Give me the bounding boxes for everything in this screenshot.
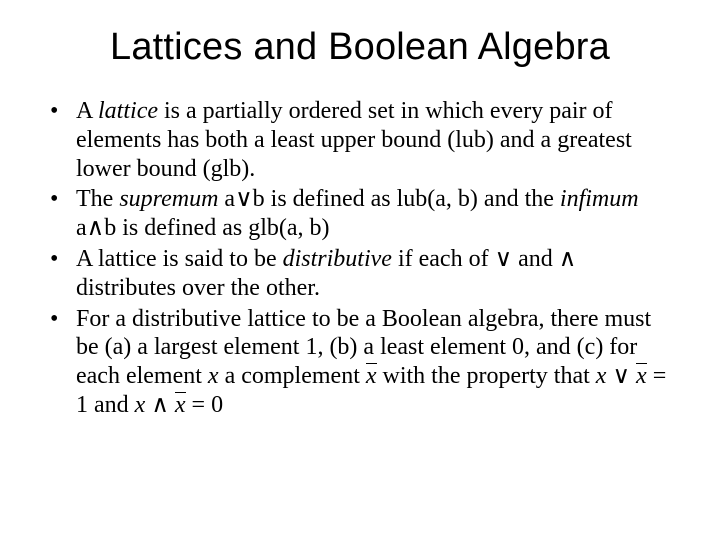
x-bar: x	[175, 391, 186, 420]
equation-x: x	[596, 363, 607, 389]
text: distributes over the other.	[76, 275, 320, 301]
x-bar: x	[636, 362, 647, 391]
text: a complement	[219, 363, 366, 389]
equals-zero: = 0	[186, 392, 224, 418]
wedge-symbol: ∧	[145, 392, 175, 418]
wedge-symbol: ∧	[87, 215, 105, 241]
text: a	[218, 186, 235, 212]
text: b is defined as lub(a, b) and the	[253, 186, 560, 212]
text: A lattice is said to be	[76, 246, 283, 272]
and-text: and	[94, 392, 129, 418]
slide-title: Lattices and Boolean Algebra	[40, 26, 680, 69]
vee-symbol: ∨	[606, 363, 636, 389]
text: if each of	[392, 246, 495, 272]
text: a	[76, 215, 87, 241]
italic-term-supremum: supremum	[119, 186, 218, 212]
list-item: The supremum a∨b is defined as lub(a, b)…	[46, 185, 674, 243]
italic-term-infimum: infimum	[560, 186, 639, 212]
italic-term-lattice: lattice	[98, 98, 158, 124]
vee-symbol: ∨	[235, 186, 253, 212]
list-item: For a distributive lattice to be a Boole…	[46, 305, 674, 420]
italic-term-distributive: distributive	[283, 246, 392, 272]
text: is a partially ordered set in which ever…	[76, 98, 632, 182]
text: A	[76, 98, 98, 124]
list-item: A lattice is a partially ordered set in …	[46, 97, 674, 183]
equation-x: x	[129, 392, 146, 418]
text: and	[512, 246, 559, 272]
text: b is defined as glb(a, b)	[104, 215, 329, 241]
text: with the property that	[377, 363, 596, 389]
text: The	[76, 186, 119, 212]
wedge-symbol: ∧	[559, 246, 577, 272]
vee-symbol: ∨	[495, 246, 513, 272]
italic-x: x	[208, 363, 219, 389]
list-item: A lattice is said to be distributive if …	[46, 245, 674, 303]
slide: Lattices and Boolean Algebra A lattice i…	[0, 0, 720, 540]
bullet-list: A lattice is a partially ordered set in …	[46, 97, 674, 420]
x-bar: x	[366, 362, 377, 391]
